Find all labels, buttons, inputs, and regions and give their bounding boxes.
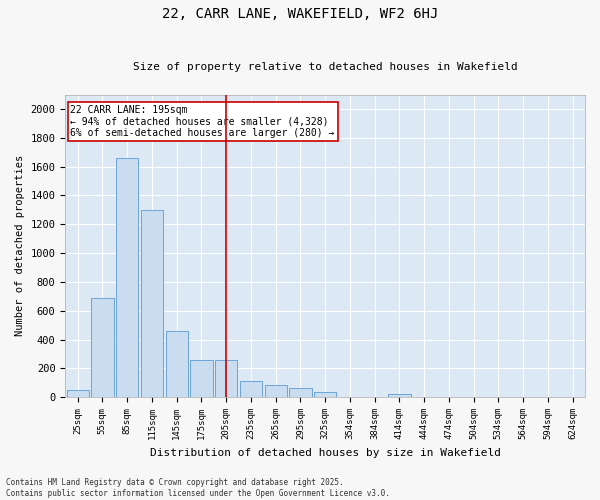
X-axis label: Distribution of detached houses by size in Wakefield: Distribution of detached houses by size … xyxy=(149,448,500,458)
Bar xyxy=(289,388,311,397)
Y-axis label: Number of detached properties: Number of detached properties xyxy=(15,155,25,336)
Bar xyxy=(265,385,287,397)
Text: 22, CARR LANE, WAKEFIELD, WF2 6HJ: 22, CARR LANE, WAKEFIELD, WF2 6HJ xyxy=(162,8,438,22)
Bar xyxy=(91,298,113,397)
Bar xyxy=(215,360,237,397)
Title: Size of property relative to detached houses in Wakefield: Size of property relative to detached ho… xyxy=(133,62,518,72)
Bar xyxy=(388,394,410,397)
Bar xyxy=(67,390,89,397)
Bar xyxy=(314,392,336,397)
Bar xyxy=(141,210,163,397)
Bar xyxy=(240,380,262,397)
Bar xyxy=(166,331,188,397)
Text: Contains HM Land Registry data © Crown copyright and database right 2025.
Contai: Contains HM Land Registry data © Crown c… xyxy=(6,478,390,498)
Bar xyxy=(116,158,138,397)
Text: 22 CARR LANE: 195sqm
← 94% of detached houses are smaller (4,328)
6% of semi-det: 22 CARR LANE: 195sqm ← 94% of detached h… xyxy=(70,105,335,138)
Bar xyxy=(190,360,212,397)
